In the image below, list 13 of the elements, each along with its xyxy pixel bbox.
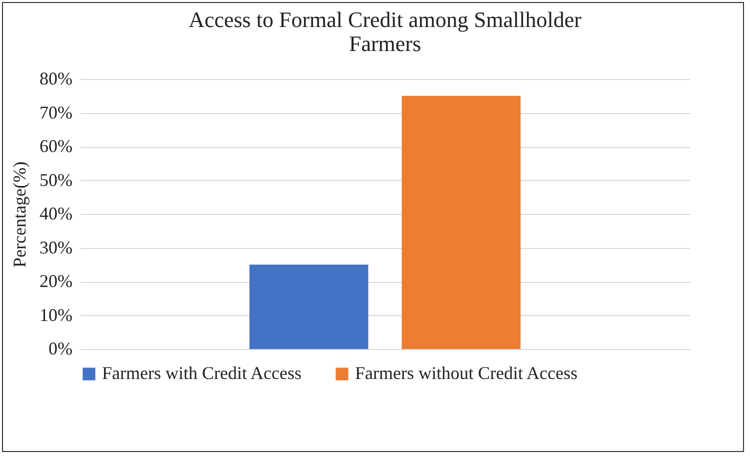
y-tick-label: 70% (40, 102, 72, 122)
y-tick-label: 40% (40, 204, 72, 224)
legend-label: Farmers with Credit Access (102, 363, 302, 383)
y-tick-label: 30% (40, 237, 72, 258)
y-tick-label: 20% (40, 271, 72, 291)
y-tick-label: 50% (40, 170, 72, 190)
y-tick-label: 10% (40, 304, 72, 325)
legend-label: Farmers without Credit Access (355, 363, 578, 383)
y-axis-title: Percentage(%) (10, 162, 30, 268)
y-tick-label: 80% (40, 68, 72, 88)
chart-title: Access to Formal Credit among Smallholder Farmers (188, 7, 582, 56)
y-tick-label: 0% (48, 338, 72, 358)
y-tick-label: 60% (40, 136, 72, 156)
